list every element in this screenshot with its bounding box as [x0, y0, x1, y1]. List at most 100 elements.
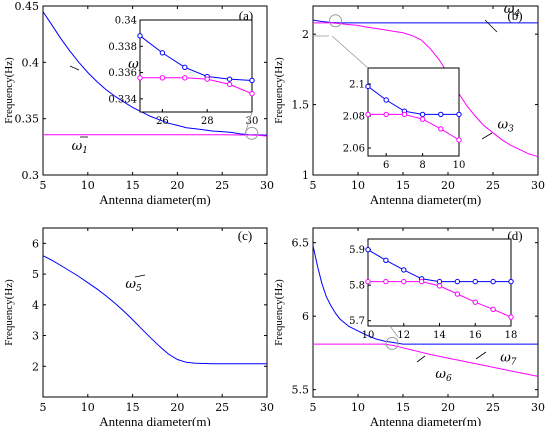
leader-line [481, 132, 493, 140]
inset-data-point [472, 299, 478, 305]
axes-box [312, 227, 539, 398]
y-tick-label: 1.5 [292, 99, 310, 112]
panel-label: (a) [239, 8, 253, 23]
inset-data-point [365, 278, 371, 285]
inset-data-point [454, 291, 461, 297]
x-tick-label: 30 [260, 179, 274, 192]
x-tick-label: 5 [310, 401, 317, 414]
series-line [313, 343, 539, 377]
x-tick-label: 15 [126, 179, 140, 192]
x-axis-label: Antenna diameter(m) [99, 414, 211, 426]
inset-data-point [226, 81, 233, 88]
inset-data-point [508, 314, 514, 320]
x-axis-label: Antenna diameter(m) [370, 414, 482, 426]
inset: 6 8 10 2.06 2.08 2.1 [343, 67, 466, 171]
y-tick-label: 0.3 [22, 169, 40, 182]
x-tick-label: 30 [260, 401, 274, 414]
inset-data-point [438, 126, 444, 132]
axes-box [42, 227, 268, 398]
inset-series-line [139, 35, 253, 81]
inset-data-point [438, 111, 444, 118]
panel-2: 5 10 15 20 25 30 2 3 4 5 6 Antenna diameter(m) Frequ… [3, 227, 274, 426]
inset-data-point [456, 137, 462, 143]
x-tick-label: 25 [215, 401, 229, 414]
inset-data-point [472, 278, 478, 285]
y-tick-label: 0.45 [15, 0, 40, 13]
inset-y-tick-label: 0.336 [108, 68, 137, 79]
y-tick-label: 4 [32, 299, 39, 312]
inset-x-tick-label: 10 [453, 160, 466, 171]
zoom-pointer-line [244, 111, 253, 135]
y-tick-label: 5.5 [292, 384, 310, 397]
y-axis-label: Frequency(Hz) [3, 279, 15, 346]
inset-data-point [508, 278, 514, 285]
y-tick-label: 3 [32, 330, 39, 343]
x-tick-label: 20 [170, 179, 184, 192]
inset-x-tick-label: 18 [505, 330, 518, 341]
inset-data-point [159, 50, 166, 56]
x-tick-label: 10 [351, 179, 365, 192]
inset-x-tick-label: 8 [419, 160, 425, 171]
x-tick-label: 5 [40, 401, 47, 414]
x-tick-label: 20 [441, 401, 455, 414]
x-tick-label: 25 [486, 401, 500, 414]
inset-x-tick-label: 28 [201, 116, 214, 127]
leader-line [484, 19, 498, 33]
inset-x-tick-label: 6 [383, 160, 389, 171]
inset-data-point [490, 306, 496, 313]
leader-line [475, 351, 487, 360]
inset-data-point [137, 33, 143, 39]
inset-data-point [204, 76, 210, 82]
panel-label: (c) [238, 228, 252, 243]
inset-data-point [249, 90, 255, 97]
curve-label: ω5 [125, 277, 142, 294]
axes-box [42, 5, 268, 176]
curve-label: ω6 [435, 367, 452, 384]
x-tick-label: 30 [531, 179, 545, 192]
inset-data-point [418, 278, 425, 285]
x-tick-label: 20 [170, 401, 184, 414]
inset-box [139, 19, 253, 113]
x-tick-label: 5 [310, 179, 317, 192]
x-axis-label: Antenna diameter(m) [99, 192, 211, 207]
y-tick-label: 2 [32, 360, 39, 373]
zoom-pointer-line [331, 35, 369, 69]
series-line [43, 134, 268, 137]
x-tick-label: 25 [486, 179, 500, 192]
inset-y-tick-label: 0.34 [115, 16, 137, 27]
y-axis-label: Frequency(Hz) [273, 57, 285, 124]
inset-data-point [159, 75, 166, 81]
inset-data-point [401, 111, 408, 118]
inset-y-tick-label: 2.08 [343, 112, 365, 123]
y-tick-label: 1 [302, 169, 309, 182]
inset: 26 28 30 0.334 0.336 0.338 0.34 [108, 16, 258, 128]
x-tick-label: 10 [81, 401, 95, 414]
inset-data-point [383, 111, 389, 118]
inset-y-tick-label: 0.334 [108, 94, 137, 105]
x-tick-label: 5 [40, 179, 47, 192]
inset-data-point [456, 111, 462, 118]
inset-data-point [436, 283, 443, 289]
inset-data-point [401, 278, 407, 285]
inset-x-tick-label: 30 [246, 116, 259, 127]
inset-series-line [140, 77, 253, 95]
inset-data-point [365, 83, 371, 90]
x-tick-label: 15 [126, 401, 140, 414]
inset-x-tick-label: 12 [397, 330, 410, 341]
zoom-pointer-line [389, 325, 399, 338]
y-tick-label: 0.35 [15, 113, 40, 126]
series-line [313, 22, 539, 158]
y-tick-label: 6 [302, 310, 309, 323]
inset-y-tick-label: 5.9 [349, 245, 365, 256]
y-tick-label: 5 [32, 268, 39, 281]
inset-data-point [490, 278, 496, 285]
inset-data-point [365, 246, 371, 253]
inset-y-tick-label: 2.1 [349, 80, 365, 91]
inset-series-line [367, 85, 459, 115]
inset-data-point [182, 75, 188, 81]
leader-line [69, 65, 80, 71]
inset-data-point [401, 267, 407, 273]
x-tick-label: 30 [531, 401, 545, 414]
leader-line [134, 274, 146, 278]
y-axis-label: Frequency(Hz) [273, 279, 285, 346]
